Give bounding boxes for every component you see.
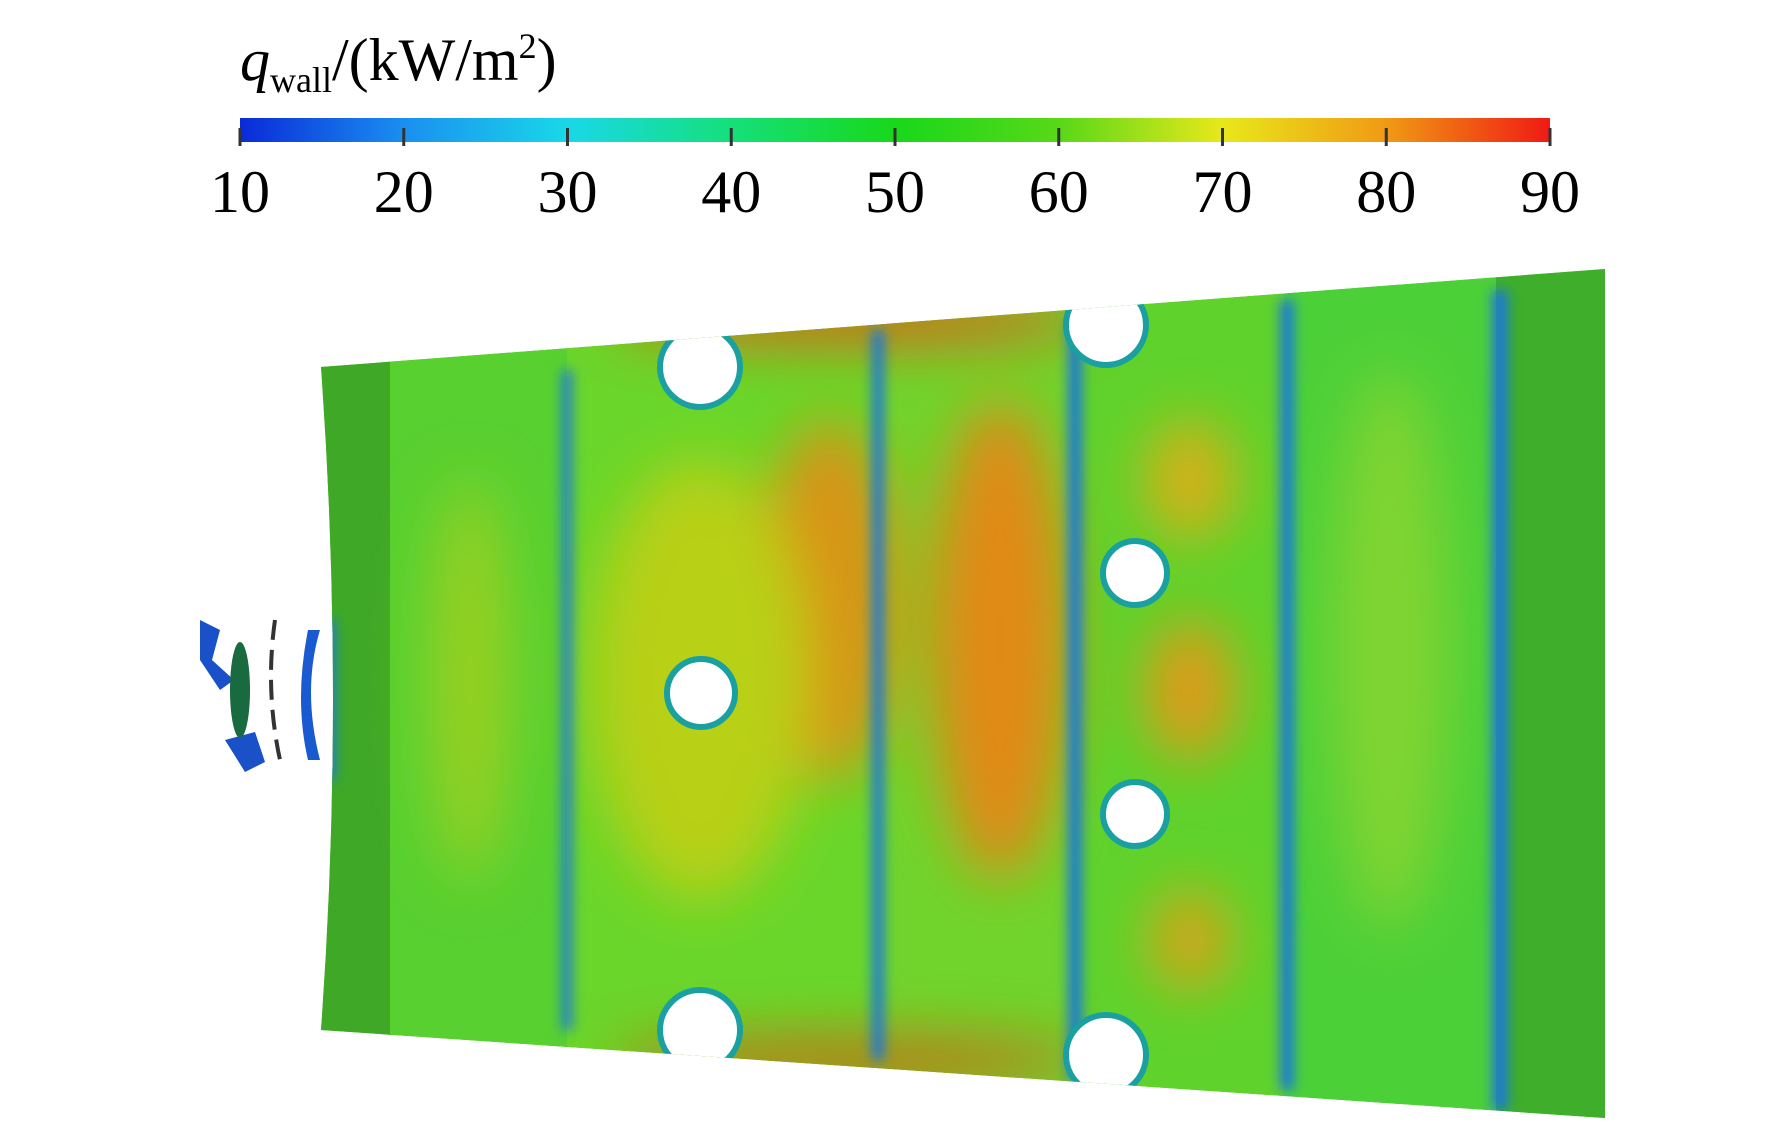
tick-label: 50 (865, 159, 925, 225)
tick-label: 70 (1193, 159, 1253, 225)
colorbar-ticks: 10 20 30 40 50 60 70 80 90 (210, 128, 1580, 225)
tick-label: 60 (1029, 159, 1089, 225)
heat-flux-field (321, 269, 1605, 1118)
tick-label: 80 (1356, 159, 1416, 225)
debris (200, 619, 320, 772)
tick-label: 30 (538, 159, 598, 225)
tick-label: 20 (374, 159, 434, 225)
colorbar-title: qwall/(kW/m2) (240, 26, 557, 100)
tick-label: 10 (210, 159, 270, 225)
tick-label: 40 (701, 159, 761, 225)
tick-label: 90 (1520, 159, 1580, 225)
